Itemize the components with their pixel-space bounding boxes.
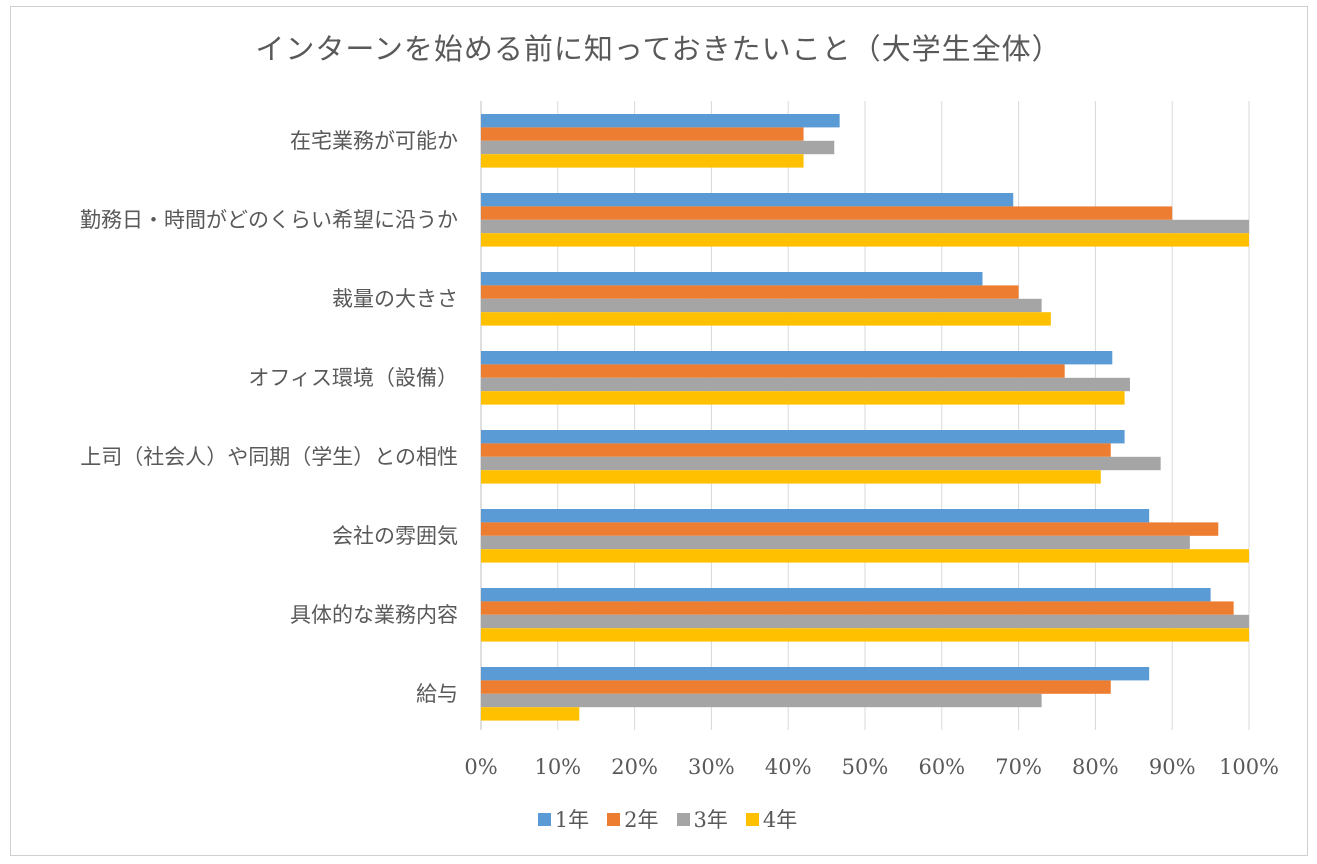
x-tick-label: 20% [611, 755, 658, 779]
legend-entry: 2年 [607, 804, 659, 834]
bar [481, 535, 1190, 550]
bar [481, 206, 1173, 220]
bar [481, 509, 1150, 523]
legend-label: 2年 [624, 808, 659, 832]
category-label: 具体的な業務内容 [290, 603, 458, 627]
legend-entry: 4年 [745, 804, 798, 834]
bar [481, 693, 1042, 708]
category-label: 在宅業務が可能か [290, 129, 458, 153]
chart-title: インターンを始める前に知っておきたいこと（大学生全体） [255, 32, 1062, 66]
bar [481, 193, 1014, 207]
legend-swatch [676, 812, 690, 826]
bar [481, 377, 1130, 392]
bar [481, 680, 1111, 694]
bar [481, 364, 1065, 378]
bar [481, 443, 1111, 457]
bar [481, 233, 1249, 247]
category-label: 裁量の大きさ [332, 287, 458, 311]
x-tick-label: 40% [765, 755, 812, 779]
bars [481, 114, 1249, 721]
bar [481, 628, 1249, 642]
legend-swatch [607, 812, 621, 826]
bar [481, 667, 1150, 681]
legend-entry: 1年 [537, 804, 590, 834]
bar [481, 272, 983, 286]
bar [481, 312, 1051, 326]
bar [481, 127, 804, 141]
category-label: 上司（社会人）や同期（学生）との相性 [80, 445, 458, 469]
tick-labels: 0% 10% 20% 30% 40% 50% 60% 70% 80% 90% 100% [464, 755, 1279, 779]
bar [481, 614, 1249, 629]
x-tick-label: 10% [534, 755, 581, 779]
category-label: 給与 [416, 682, 458, 706]
bar [481, 114, 840, 128]
x-tick-label: 80% [1072, 755, 1119, 779]
category-label: 会社の雰囲気 [332, 524, 458, 548]
x-tick-label: 30% [688, 755, 735, 779]
legend-entry: 3年 [676, 804, 728, 834]
legend-label: 3年 [693, 808, 728, 832]
x-tick-label: 100% [1219, 755, 1279, 779]
bar [481, 430, 1125, 444]
category-label: 勤務日・時間がどのくらい希望に沿うか [80, 208, 458, 232]
x-tick-label: 70% [995, 755, 1042, 779]
x-tick-label: 0% [464, 755, 497, 779]
legend-swatch [745, 812, 759, 826]
bar [481, 351, 1113, 365]
legend-label: 1年 [554, 808, 590, 832]
bar [481, 707, 580, 721]
x-tick-label: 60% [918, 755, 965, 779]
legend-label: 4年 [762, 808, 798, 832]
bar [481, 285, 1019, 299]
x-tick-label: 90% [1149, 755, 1196, 779]
legend-swatch [537, 812, 551, 826]
x-tick-label: 50% [842, 755, 889, 779]
bar [481, 140, 835, 155]
bar [481, 470, 1101, 484]
bar [481, 298, 1042, 313]
bar [481, 154, 804, 168]
category-labels: 在宅業務が可能か勤務日・時間がどのくらい希望に沿うか裁量の大きさオフィス環境（設… [80, 129, 458, 706]
category-label: オフィス環境（設備） [248, 366, 458, 390]
bar [481, 601, 1234, 615]
bar [481, 219, 1249, 234]
bar [481, 522, 1219, 536]
bar [481, 588, 1211, 602]
legend: 1年 2年 3年 4年 [0, 804, 1317, 834]
bar [481, 391, 1125, 405]
bar [481, 549, 1249, 563]
bar [481, 456, 1161, 471]
